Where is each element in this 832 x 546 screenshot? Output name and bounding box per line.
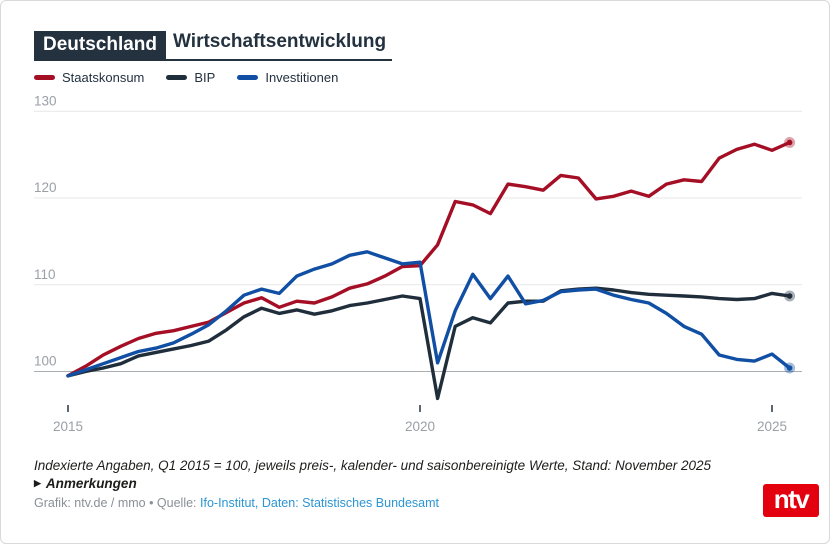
legend-item-investitionen: Investitionen	[237, 70, 338, 85]
annotations-label: Anmerkungen	[45, 476, 137, 491]
ntv-logo-text: ntv	[773, 484, 810, 514]
line-chart-canvas: 130 120 110 100 2015 2020 2025	[34, 93, 802, 434]
y-axis-label-110: 110	[34, 267, 56, 282]
credit-prefix: Grafik: ntv.de / mmo • Quelle:	[34, 496, 201, 510]
staatskonsum-line-swatch-icon	[34, 75, 55, 80]
y-axis-label-100: 100	[34, 354, 57, 369]
y-axis-label-130: 130	[34, 94, 57, 108]
chart-title: Wirtschaftsentwicklung	[166, 28, 393, 61]
legend-item-staatskonsum: Staatskonsum	[34, 70, 144, 85]
x-axis-label-2020: 2020	[405, 419, 435, 434]
x-axis-label-2025: 2025	[757, 419, 787, 434]
chart-header: Deutschland Wirtschaftsentwicklung	[34, 28, 393, 61]
triangle-right-icon: ▶	[34, 478, 41, 488]
line-staatskonsum	[66, 140, 792, 378]
investitionen-line-swatch-icon	[237, 75, 259, 80]
x-axis-label-2015: 2015	[53, 419, 83, 434]
legend-label: Staatskonsum	[62, 70, 145, 85]
credit-line: Grafik: ntv.de / mmo • Quelle: Ifo-Insti…	[34, 496, 439, 510]
annotations-toggle[interactable]: ▶ Anmerkungen	[34, 476, 137, 491]
end-marker-bip	[786, 293, 793, 299]
source-link[interactable]: Ifo-Institut, Daten: Statistisches Bunde…	[200, 496, 440, 510]
legend-label: BIP	[194, 70, 216, 85]
chart-footnote: Indexierte Angaben, Q1 2015 = 100, jewei…	[34, 458, 712, 473]
legend-item-bip: BIP	[166, 70, 215, 85]
end-marker-staatskonsum	[786, 139, 793, 146]
line-investitionen	[66, 250, 792, 378]
end-marker-investitionen	[786, 365, 793, 371]
line-bip	[66, 286, 792, 401]
bip-line-swatch-icon	[166, 75, 188, 80]
line-chart: 130 120 110 100 2015 2020 2025	[32, 93, 804, 447]
country-badge: Deutschland	[34, 31, 167, 61]
y-axis-label-120: 120	[34, 180, 57, 195]
legend-label: Investitionen	[265, 70, 339, 85]
ntv-logo: ntv	[763, 484, 819, 517]
chart-legend: Staatskonsum BIP Investitionen	[34, 70, 338, 85]
